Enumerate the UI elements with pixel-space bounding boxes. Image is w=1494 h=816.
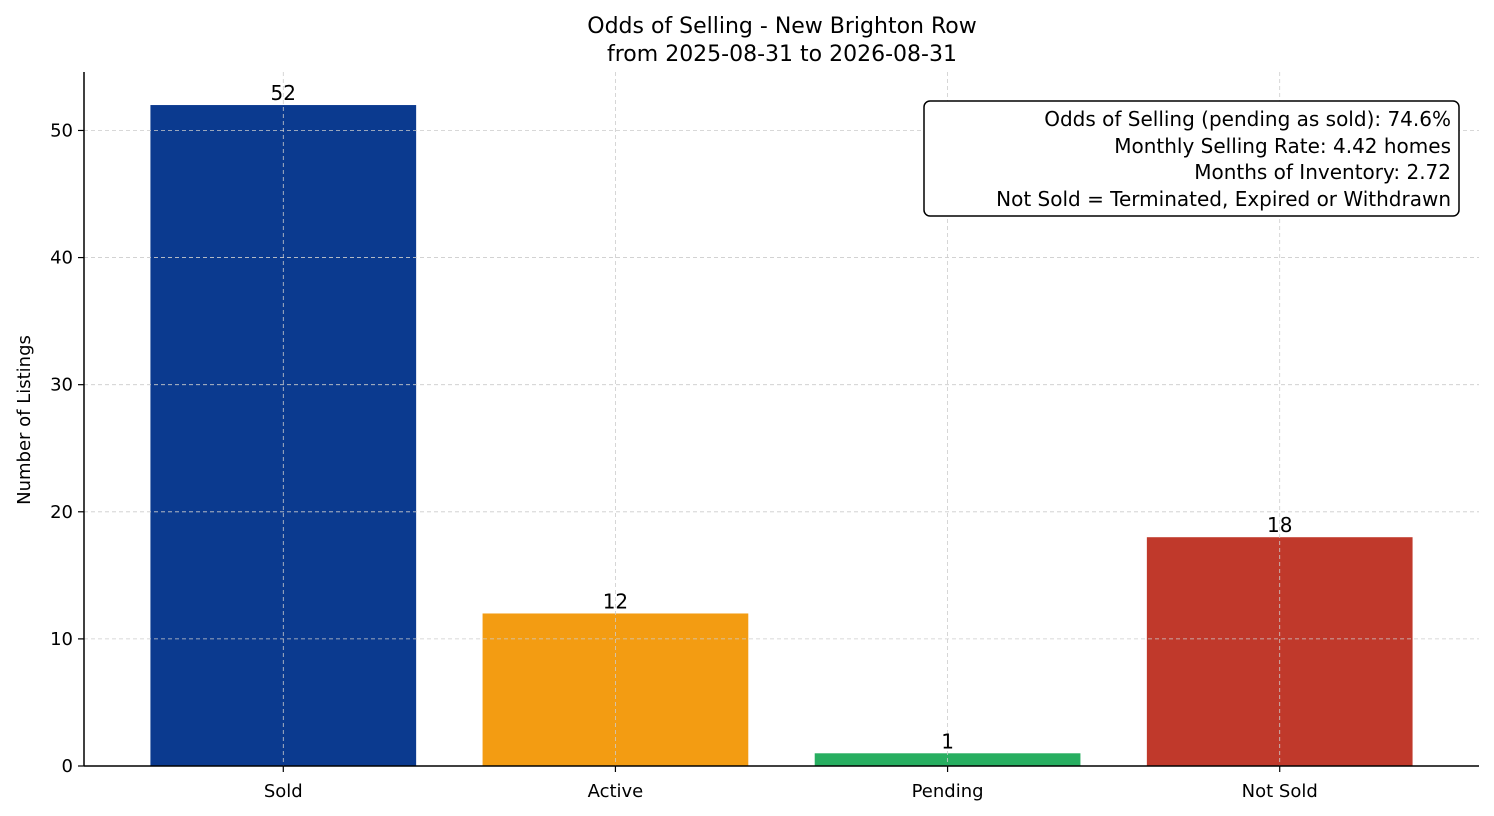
chart-subtitle: from 2025-08-31 to 2026-08-31 bbox=[607, 42, 957, 67]
annotation-line-odds: Odds of Selling (pending as sold): 74.6% bbox=[1044, 107, 1451, 131]
x-tick-label: Sold bbox=[264, 781, 303, 802]
annotation-line-rate: Monthly Selling Rate: 4.42 homes bbox=[1114, 134, 1451, 158]
y-tick-label: 20 bbox=[50, 502, 73, 523]
y-tick-label: 10 bbox=[50, 629, 73, 650]
annotation-box: Odds of Selling (pending as sold): 74.6%… bbox=[923, 100, 1460, 217]
bar-sold bbox=[150, 105, 417, 767]
annotation-frame bbox=[923, 100, 1460, 217]
x-tick-label: Pending bbox=[912, 781, 984, 802]
annotation-line-inventory: Months of Inventory: 2.72 bbox=[1194, 160, 1451, 184]
x-tick-label: Not Sold bbox=[1242, 781, 1318, 802]
annotation-line-definition: Not Sold = Terminated, Expired or Withdr… bbox=[996, 187, 1451, 211]
data-label: 18 bbox=[1267, 513, 1292, 537]
y-tick-label: 30 bbox=[50, 375, 73, 396]
data-label: 12 bbox=[603, 589, 628, 613]
chart-title: Odds of Selling - New Brighton Row bbox=[587, 14, 976, 39]
data-label-layer: 52 12 1 18 bbox=[271, 81, 1293, 753]
data-label: 1 bbox=[941, 729, 954, 753]
tick-layer: 0 10 20 30 40 50 Sold Active Pending Not Sold bbox=[50, 120, 1318, 802]
y-tick-label: 40 bbox=[50, 248, 73, 269]
y-tick-label: 0 bbox=[62, 756, 73, 777]
bar-not-sold bbox=[1146, 537, 1413, 766]
data-label: 52 bbox=[271, 81, 296, 105]
y-tick-label: 50 bbox=[50, 120, 73, 141]
x-tick-label: Active bbox=[588, 781, 644, 802]
y-axis-label: Number of Listings bbox=[14, 335, 35, 505]
